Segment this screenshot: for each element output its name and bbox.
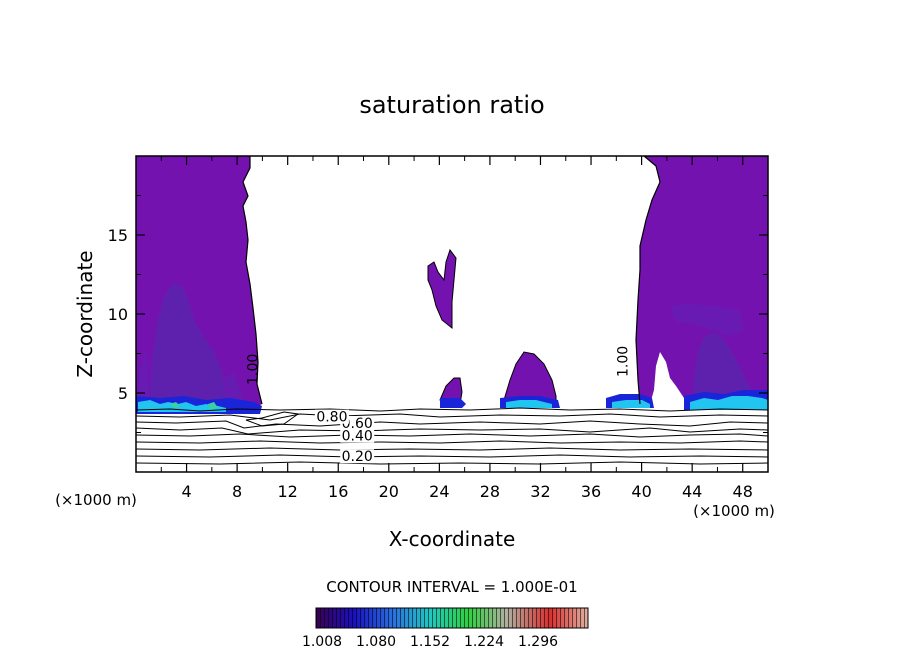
colorbar-stripes <box>316 608 588 628</box>
contour-1-00-left <box>242 156 263 405</box>
x-unit-label-left: (×1000 m) <box>55 491 137 509</box>
right-base-cyan-band-1 <box>612 400 650 408</box>
right-base-cyan-band-2 <box>690 396 768 410</box>
contour-labels: 0.20 0.400.600.80 1.00 1.00 <box>245 346 631 465</box>
x-tick-label: 40 <box>631 482 651 501</box>
x-tick-label: 24 <box>429 482 449 501</box>
contour-label-bg <box>314 409 349 424</box>
colorbar <box>315 607 589 629</box>
y-axis: 5 10 15 <box>108 195 768 433</box>
x-tick-label: 44 <box>682 482 702 501</box>
x-tick-label: 4 <box>181 482 191 501</box>
x-tick-label: 48 <box>733 482 753 501</box>
x-tick-label: 36 <box>581 482 601 501</box>
right-cloud-shading <box>692 332 754 404</box>
y-tick-label: 5 <box>118 384 128 403</box>
right-cloud-gap <box>654 354 672 404</box>
x-axis-title: X-coordinate <box>389 527 516 551</box>
mid-base-blue-band-1 <box>440 398 466 408</box>
x-tick-label: 8 <box>232 482 242 501</box>
contour-1-00-right <box>635 156 661 405</box>
x-tick-label: 20 <box>379 482 399 501</box>
x-tick-label: 32 <box>530 482 550 501</box>
lower-contours <box>136 407 768 465</box>
colorbar-label: 1.008 <box>302 634 342 650</box>
colorbar-label: 1.080 <box>356 634 396 650</box>
x-axis: 4 8 12 16 20 24 28 32 36 40 44 48 <box>160 156 753 501</box>
x-tick-label: 12 <box>278 482 298 501</box>
y-tick-label: 10 <box>108 305 128 324</box>
contour-interval-label: CONTOUR INTERVAL = 1.000E-01 <box>326 578 577 596</box>
contour-label: 0.40 <box>342 429 373 445</box>
contour-label-bg <box>340 449 375 464</box>
colorbar-label: 1.152 <box>410 634 450 650</box>
contour-label: 1.00 <box>616 346 632 377</box>
contour-label: 0.20 <box>342 449 373 465</box>
upper-cloud-cell <box>427 248 457 330</box>
x-unit-label-right: (×1000 m) <box>693 502 775 520</box>
colorbar-labels: 1.008 1.080 1.152 1.224 1.296 <box>302 634 558 650</box>
x-tick-label: 28 <box>480 482 500 501</box>
mid-base-cyan-band-2 <box>506 400 552 408</box>
left-cloud-shading <box>150 284 226 400</box>
contour-label: 0.80 <box>316 410 347 426</box>
y-tick-label: 15 <box>108 226 128 245</box>
contour-label: 0.60 <box>342 416 373 432</box>
left-base-green-spots <box>170 402 218 410</box>
plot-area <box>136 156 768 472</box>
x-tick-label: 16 <box>328 482 348 501</box>
chart-title: saturation ratio <box>359 91 544 119</box>
right-cloud-region <box>636 156 768 410</box>
colorbar-label: 1.296 <box>518 634 558 650</box>
y-axis-title: Z-coordinate <box>73 250 97 377</box>
contour-label: 1.00 <box>245 354 261 385</box>
contour-label-bg <box>340 428 375 443</box>
right-cloud-shading-2 <box>670 304 744 336</box>
colorbar-frame <box>315 607 589 629</box>
colorbar-label: 1.224 <box>464 634 504 650</box>
left-cloud-shading-2 <box>136 350 242 400</box>
